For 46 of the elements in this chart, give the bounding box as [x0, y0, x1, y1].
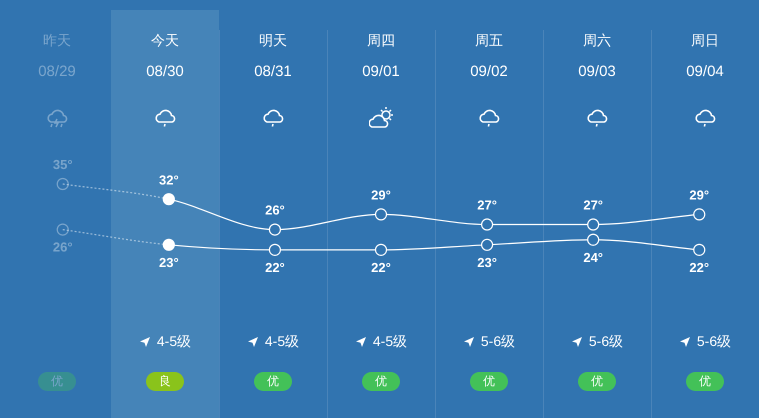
text: 4-5级 [156, 333, 192, 351]
text: 4-5级 [372, 333, 408, 351]
data-label: 29° [689, 187, 710, 202]
data-label: 32° [158, 172, 179, 188]
point [374, 244, 388, 256]
data-label: 23° [158, 254, 179, 270]
data-label: 26° [265, 202, 285, 218]
text: 优 [38, 372, 76, 391]
text: 4-5级 [264, 333, 300, 351]
x-tick-label: 周日 09/04 [685, 32, 725, 80]
point [374, 208, 388, 220]
point [268, 244, 282, 256]
data-label: 22° [265, 260, 285, 275]
data-label: 24° [583, 250, 604, 265]
x-tick-label: 明天 08/31 [253, 32, 293, 80]
data-label: 23° [477, 254, 497, 270]
point [480, 238, 494, 251]
data-label: 26° [52, 240, 73, 255]
text: 5-6级 [696, 333, 732, 351]
point [480, 218, 494, 231]
text: 5-6级 [480, 333, 516, 351]
text: 良 [146, 372, 184, 391]
point [693, 244, 706, 256]
text: 优 [686, 372, 724, 391]
x-tick-label: 周五 09/02 [469, 32, 509, 80]
data-label: 27° [477, 198, 497, 213]
x-tick-label: 周六 09/03 [577, 32, 617, 80]
data-label: 22° [689, 260, 710, 275]
data-label: 27° [583, 198, 604, 213]
text: 优 [254, 372, 292, 391]
data-label: 35° [52, 157, 73, 172]
point [162, 193, 175, 206]
data-label: 29° [371, 187, 391, 202]
point [587, 234, 600, 246]
data-label: 22° [371, 260, 391, 275]
text: 优 [578, 372, 616, 391]
text: 5-6级 [588, 333, 624, 351]
x-tick-label: 昨天 08/29 [37, 32, 77, 80]
point [162, 238, 175, 251]
point [268, 224, 282, 236]
point [587, 218, 600, 231]
x-tick-label: 周四 09/01 [361, 32, 401, 80]
text: 优 [362, 372, 400, 391]
x-tick-label: 今天 08/30 [145, 32, 185, 80]
point [693, 208, 706, 220]
text: 优 [470, 372, 508, 391]
